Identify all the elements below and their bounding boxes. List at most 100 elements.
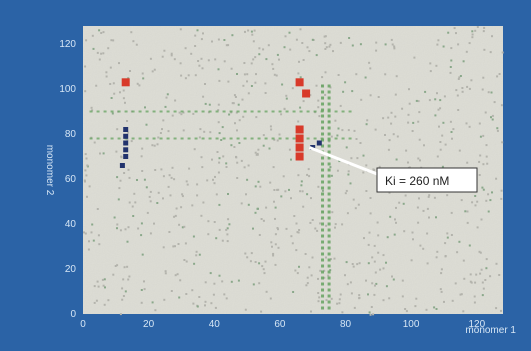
- speckle: [211, 158, 213, 161]
- speckle: [191, 289, 194, 292]
- speckle: [369, 212, 372, 215]
- speckle: [196, 194, 199, 197]
- speckle: [311, 38, 314, 41]
- speckle: [204, 300, 207, 303]
- speckle: [145, 186, 148, 189]
- speckle: [185, 180, 188, 183]
- speckle: [365, 190, 368, 192]
- speckle: [149, 200, 152, 203]
- speckle: [218, 157, 221, 160]
- medium-binding-lines: [89, 84, 353, 310]
- speckle: [412, 121, 415, 124]
- speckle: [446, 194, 449, 197]
- speckle: [218, 132, 221, 135]
- speckle: [92, 47, 95, 50]
- speckle: [156, 202, 159, 204]
- speckle: [173, 58, 176, 61]
- speckle: [107, 299, 110, 302]
- speckle: [276, 139, 279, 142]
- speckle: [435, 308, 438, 310]
- speckle: [368, 231, 371, 234]
- speckle: [458, 149, 461, 152]
- speckle: [359, 43, 362, 46]
- speckle: [271, 63, 274, 66]
- speckle: [465, 122, 468, 125]
- speckle: [330, 258, 332, 261]
- speckle: [174, 274, 177, 277]
- speckle: [336, 134, 339, 137]
- speckle: [201, 67, 204, 70]
- speckle: [91, 34, 94, 37]
- speckle: [204, 304, 206, 307]
- speckle: [408, 166, 411, 169]
- speckle: [130, 140, 133, 143]
- speckle: [330, 135, 333, 138]
- speckle: [299, 28, 302, 31]
- y-axis: 0 20 40 60 80 100 120: [59, 39, 76, 320]
- speckle: [85, 174, 88, 177]
- speckle: [377, 251, 380, 254]
- speckle: [440, 290, 443, 293]
- speckle: [484, 111, 487, 114]
- speckle: [103, 303, 106, 306]
- speckle: [242, 84, 245, 87]
- speckle: [291, 242, 294, 245]
- speckle: [202, 201, 205, 204]
- speckle: [288, 31, 291, 34]
- speckle: [262, 219, 265, 222]
- speckle: [389, 215, 392, 218]
- speckle: [117, 198, 120, 201]
- speckle: [367, 262, 370, 265]
- speckle: [422, 247, 425, 250]
- speckle: [276, 53, 279, 56]
- speckle: [151, 301, 154, 304]
- speckle: [135, 43, 138, 46]
- speckle: [403, 230, 406, 233]
- speckle: [193, 262, 196, 265]
- y-tick-label: 120: [59, 39, 76, 50]
- speckle: [220, 139, 223, 141]
- speckle: [476, 200, 479, 203]
- speckle: [487, 210, 490, 213]
- speckle: [223, 293, 226, 296]
- speckle: [500, 197, 503, 200]
- speckle: [98, 29, 101, 32]
- speckle: [217, 171, 220, 174]
- speckle: [382, 254, 385, 257]
- speckle: [338, 302, 341, 305]
- speckle: [236, 177, 239, 179]
- speckle: [252, 227, 254, 230]
- speckle: [435, 256, 438, 259]
- speckle: [276, 188, 279, 191]
- speckle: [280, 195, 283, 198]
- speckle: [416, 206, 419, 209]
- speckle: [260, 218, 263, 220]
- speckle: [143, 280, 145, 283]
- speckle: [417, 100, 420, 103]
- speckle: [298, 60, 300, 63]
- speckle: [373, 169, 376, 171]
- speckle: [202, 95, 205, 98]
- speckle: [476, 26, 479, 28]
- speckle: [491, 35, 493, 38]
- speckle: [227, 193, 229, 195]
- speckle: [319, 269, 322, 272]
- highlight-points: [119, 78, 322, 168]
- speckle: [485, 155, 488, 158]
- speckle: [119, 91, 121, 94]
- speckle: [162, 119, 165, 122]
- speckle: [120, 156, 123, 159]
- speckle: [164, 105, 167, 108]
- speckle: [474, 281, 477, 284]
- y-axis-title: monomer 2: [44, 145, 55, 196]
- speckle: [288, 188, 290, 191]
- speckle: [491, 114, 494, 117]
- speckle: [183, 259, 186, 261]
- speckle: [132, 40, 135, 43]
- speckle: [138, 84, 141, 87]
- speckle: [186, 183, 189, 186]
- speckle: [355, 73, 358, 76]
- speckle: [128, 201, 131, 204]
- speckle: [169, 194, 172, 197]
- speckle: [346, 212, 349, 215]
